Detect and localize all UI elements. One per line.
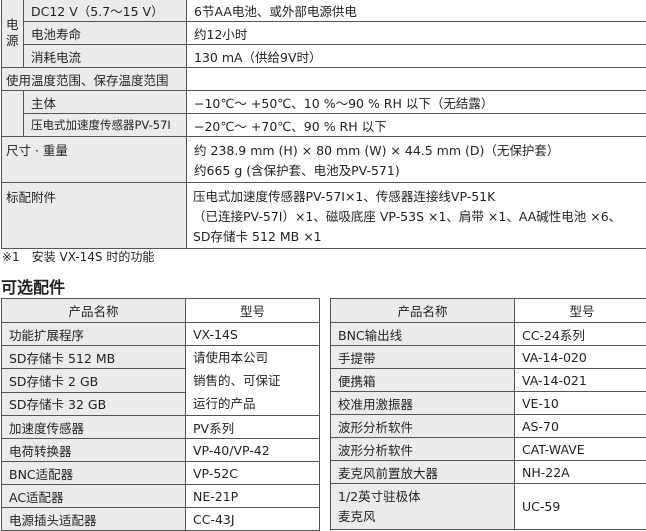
row-value: −20℃～ +70℃、90 % RH 以下 <box>187 114 646 137</box>
name-line: 1/2英寸驻极体 <box>338 487 514 507</box>
product-name: SD存储卡 32 GB <box>2 392 186 415</box>
header-name: 产品名称 <box>2 299 186 323</box>
product-name: 电源插头适配器 <box>2 508 186 531</box>
row-label: 尺寸 · 重量 <box>2 137 187 183</box>
header-model: 型号 <box>186 299 320 323</box>
product-name: 手提带 <box>331 346 515 369</box>
header-name: 产品名称 <box>331 299 515 323</box>
power-label: 电源 <box>2 0 24 68</box>
product-name: 麦克风前置放大器 <box>331 461 515 484</box>
header-model: 型号 <box>515 299 646 323</box>
product-model: CAT-WAVE <box>515 438 646 461</box>
table-row: 尺寸 · 重量 约 238.9 mm (H) × 80 mm (W) × 44.… <box>2 137 646 183</box>
row-value: 6节AA电池、或外部电源供电 <box>187 0 646 22</box>
product-model: VX-14S <box>186 323 320 346</box>
accessory-line: （已连接PV-57Ⅰ）×1、磁吸底座 VP-53S ×1、肩带 ×1、AA碱性电… <box>193 207 646 227</box>
table-row: SD存储卡 512 MB 请使用本公司销售的、可保证运行的产品 <box>2 346 320 369</box>
product-model: AS-70 <box>515 415 646 438</box>
product-name: 1/2英寸驻极体麦克风 <box>331 484 515 530</box>
row-value: 约12小时 <box>187 22 646 45</box>
product-name: SD存储卡 512 MB <box>2 346 186 369</box>
model-line: 运行的产品 <box>193 392 319 415</box>
table-row: 主体 −10℃～ +50℃、10 %～90 % RH 以下（无结露） <box>2 91 646 114</box>
footnote: ※1 安装 VX-14S 时的功能 <box>2 248 154 265</box>
product-model: CC-43J <box>186 508 320 531</box>
table-row: 电源 DC12 V（5.7～15 V） 6节AA电池、或外部电源供电 <box>2 0 646 22</box>
product-model: NE-21P <box>186 485 320 508</box>
accessory-line: 压电式加速度传感器PV-57Ⅰ×1、传感器连接线VP-51K <box>193 187 646 207</box>
name-line: 麦克风 <box>338 507 514 527</box>
row-label: 标配附件 <box>2 183 187 249</box>
product-name: 波形分析软件 <box>331 438 515 461</box>
table-row: 标配附件 压电式加速度传感器PV-57Ⅰ×1、传感器连接线VP-51K（已连接P… <box>2 183 646 249</box>
weight-line: 约665 g (含保护套、电池及PV-571) <box>194 161 646 181</box>
product-model: NH-22A <box>515 461 646 484</box>
section-heading: 可选配件 <box>1 274 65 298</box>
header-row: 产品名称型号 <box>2 299 320 323</box>
product-model: VP-52C <box>186 462 320 485</box>
table-row: 电池寿命 约12小时 <box>2 22 646 45</box>
row-label: 主体 <box>24 91 187 114</box>
product-name: SD存储卡 2 GB <box>2 369 186 392</box>
product-model: VA-14-021 <box>515 369 646 392</box>
product-model: CC-24系列 <box>515 323 646 346</box>
product-name: 电荷转换器 <box>2 439 186 462</box>
table-row: 消耗电流 130 mA（供给9V时） <box>2 45 646 68</box>
table-row: 使用温度范围、保存温度范围 <box>2 68 646 91</box>
product-name: 加速度传感器 <box>2 416 186 439</box>
row-value: 130 mA（供给9V时） <box>187 45 646 68</box>
product-name: 功能扩展程序 <box>2 323 186 346</box>
indent-cell <box>2 91 24 137</box>
product-name: 便携箱 <box>331 369 515 392</box>
row-label: 消耗电流 <box>24 45 187 68</box>
spec-table: 电源 DC12 V（5.7～15 V） 6节AA电池、或外部电源供电 电池寿命 … <box>1 0 646 249</box>
product-model: PV系列 <box>186 416 320 439</box>
row-label: 使用温度范围、保存温度范围 <box>2 68 187 91</box>
row-label: 压电式加速度传感器PV-57Ⅰ <box>24 114 187 137</box>
table-row: 压电式加速度传感器PV-57Ⅰ −20℃～ +70℃、90 % RH 以下 <box>2 114 646 137</box>
product-name: BNC输出线 <box>331 323 515 346</box>
size-line: 约 238.9 mm (H) × 80 mm (W) × 44.5 mm (D)… <box>194 141 646 161</box>
row-value <box>187 68 646 91</box>
product-name: 波形分析软件 <box>331 415 515 438</box>
model-line: 请使用本公司 <box>193 346 319 369</box>
product-model: VA-14-020 <box>515 346 646 369</box>
row-value: 约 238.9 mm (H) × 80 mm (W) × 44.5 mm (D)… <box>187 137 646 183</box>
row-value: 压电式加速度传感器PV-57Ⅰ×1、传感器连接线VP-51K（已连接PV-57Ⅰ… <box>187 183 646 249</box>
header-row: 产品名称型号 <box>331 299 646 323</box>
row-label: 电池寿命 <box>24 22 187 45</box>
product-model: UC-59 <box>515 484 646 530</box>
model-line: 销售的、可保证 <box>193 369 319 392</box>
product-name: BNC适配器 <box>2 462 186 485</box>
product-model: VE-10 <box>515 392 646 415</box>
product-name: AC适配器 <box>2 485 186 508</box>
product-name: 校准用激振器 <box>331 392 515 415</box>
product-model: 请使用本公司销售的、可保证运行的产品 <box>186 346 320 416</box>
row-value: −10℃～ +50℃、10 %～90 % RH 以下（无结露） <box>187 91 646 114</box>
accessory-line: SD存储卡 512 MB ×1 <box>193 227 646 247</box>
product-model: VP-40/VP-42 <box>186 439 320 462</box>
row-label: DC12 V（5.7～15 V） <box>24 0 187 22</box>
